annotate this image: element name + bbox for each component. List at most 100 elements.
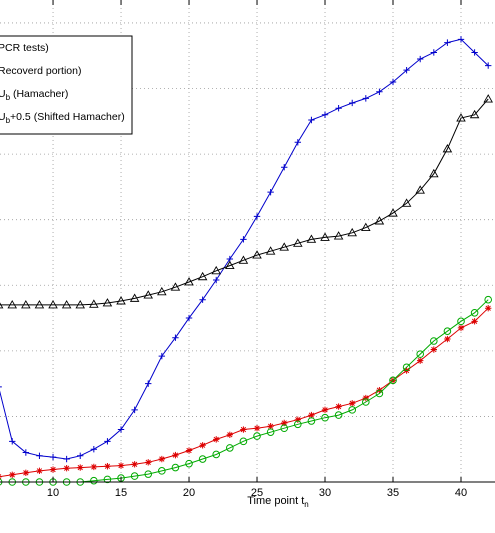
- data-point-plus: [0, 386, 2, 388]
- data-point-circle: [416, 350, 425, 358]
- axes: 10 15 20 25 30 35 40: [0, 0, 495, 499]
- data-point-triangle: [401, 198, 412, 207]
- legend-box: [0, 35, 133, 135]
- data-point-star: [335, 403, 342, 410]
- series-line: [0, 98, 489, 306]
- data-point-star: [63, 465, 70, 472]
- x-tick-label: 10: [47, 487, 59, 499]
- data-point-circle: [226, 444, 234, 452]
- data-point-star: [308, 411, 315, 419]
- data-point-triangle: [238, 255, 249, 264]
- data-point-plus: [389, 78, 397, 86]
- data-point-star: [267, 423, 274, 430]
- data-point-plus: [403, 66, 410, 74]
- data-point-circle: [294, 420, 302, 429]
- data-point-plus: [63, 455, 70, 463]
- legend-entry: Ub+0.5 (Shifted Hamacher): [0, 111, 125, 125]
- data-point-star: [294, 416, 302, 423]
- data-point-circle: [212, 450, 221, 459]
- data-point-plus: [281, 164, 288, 171]
- data-point-star: [281, 419, 288, 427]
- data-point-plus: [321, 111, 329, 118]
- data-point-star: [253, 425, 261, 432]
- data-point-triangle: [48, 300, 58, 309]
- data-point-triangle: [374, 216, 385, 225]
- data-point-triangle: [442, 143, 453, 153]
- x-tick-label: 40: [455, 487, 467, 499]
- data-point-plus: [77, 452, 84, 459]
- data-point-plus: [104, 438, 111, 445]
- data-point-circle: [280, 424, 289, 433]
- data-point-circle: [443, 327, 452, 335]
- x-axis-label: Time point tn: [247, 495, 309, 509]
- x-tick-label: 30: [319, 487, 331, 499]
- data-point-plus: [485, 62, 492, 69]
- data-point-triangle: [129, 293, 140, 302]
- data-point-circle: [90, 476, 98, 485]
- data-point-circle: [144, 470, 153, 478]
- data-point-circle: [103, 475, 112, 484]
- data-point-triangle: [102, 298, 113, 307]
- legend: PCR tests) Recoverd portion) Ub (Hamacher)…: [0, 35, 133, 135]
- data-point-star: [485, 305, 492, 312]
- data-point-plus: [335, 105, 342, 112]
- x-tick-label: 20: [183, 487, 195, 499]
- data-point-star: [22, 469, 30, 477]
- x-tick-label: 35: [387, 487, 399, 499]
- legend-entry-subscript: b: [6, 116, 11, 125]
- data-point-plus: [417, 55, 424, 63]
- legend-entry-label: Recoverd portion): [0, 65, 81, 77]
- data-point-triangle: [388, 208, 398, 217]
- data-point-star: [145, 459, 152, 466]
- data-point-star: [49, 466, 57, 473]
- data-point-circle: [402, 363, 411, 372]
- data-point-plus: [199, 296, 206, 303]
- data-point-circle: [484, 295, 493, 304]
- data-point-plus: [457, 36, 465, 43]
- data-point-triangle: [279, 242, 289, 251]
- data-point-triangle: [456, 113, 466, 122]
- data-point-star: [77, 464, 84, 471]
- legend-entry-label: (Hamacher): [10, 88, 68, 100]
- data-point-plus: [308, 116, 315, 124]
- data-point-star: [131, 461, 138, 468]
- data-point-star: [213, 436, 220, 443]
- data-point-plus: [158, 352, 166, 360]
- data-point-plus: [145, 380, 152, 387]
- data-point-triangle: [483, 94, 493, 103]
- data-point-plus: [444, 39, 451, 46]
- legend-entry-label: +0.5 (Shifted Hamacher): [10, 111, 125, 123]
- data-point-triangle: [429, 168, 439, 178]
- data-point-circle: [253, 432, 261, 440]
- data-point-triangle: [75, 300, 86, 309]
- data-point-circle: [198, 455, 207, 463]
- data-point-star: [90, 463, 98, 471]
- data-point-triangle: [252, 250, 262, 259]
- data-point-triangle: [361, 222, 371, 232]
- data-point-plus: [131, 406, 138, 414]
- x-axis-label-main: Time point t: [247, 495, 304, 507]
- data-point-circle: [158, 467, 166, 475]
- data-point-plus: [9, 438, 16, 445]
- data-point-star: [362, 394, 370, 402]
- data-point-plus: [471, 49, 478, 56]
- legend-entry: Recoverd portion): [0, 65, 81, 77]
- data-point-triangle: [143, 290, 154, 299]
- data-point-triangle: [293, 238, 303, 247]
- data-point-star: [444, 335, 451, 343]
- data-point-star: [240, 426, 247, 433]
- legend-entry: PCR tests): [0, 42, 49, 54]
- data-point-plus: [185, 314, 193, 322]
- data-point-circle: [470, 309, 479, 317]
- data-point-plus: [90, 446, 98, 453]
- data-point-circle: [334, 411, 343, 419]
- data-point-plus: [213, 276, 220, 284]
- series-1: [0, 36, 492, 463]
- x-axis-label-subscript: n: [304, 500, 308, 509]
- data-point-circle: [321, 413, 329, 422]
- data-point-circle: [185, 459, 193, 468]
- data-point-triangle: [197, 271, 208, 281]
- legend-entry-prefix: U: [0, 111, 6, 123]
- data-point-star: [199, 442, 206, 449]
